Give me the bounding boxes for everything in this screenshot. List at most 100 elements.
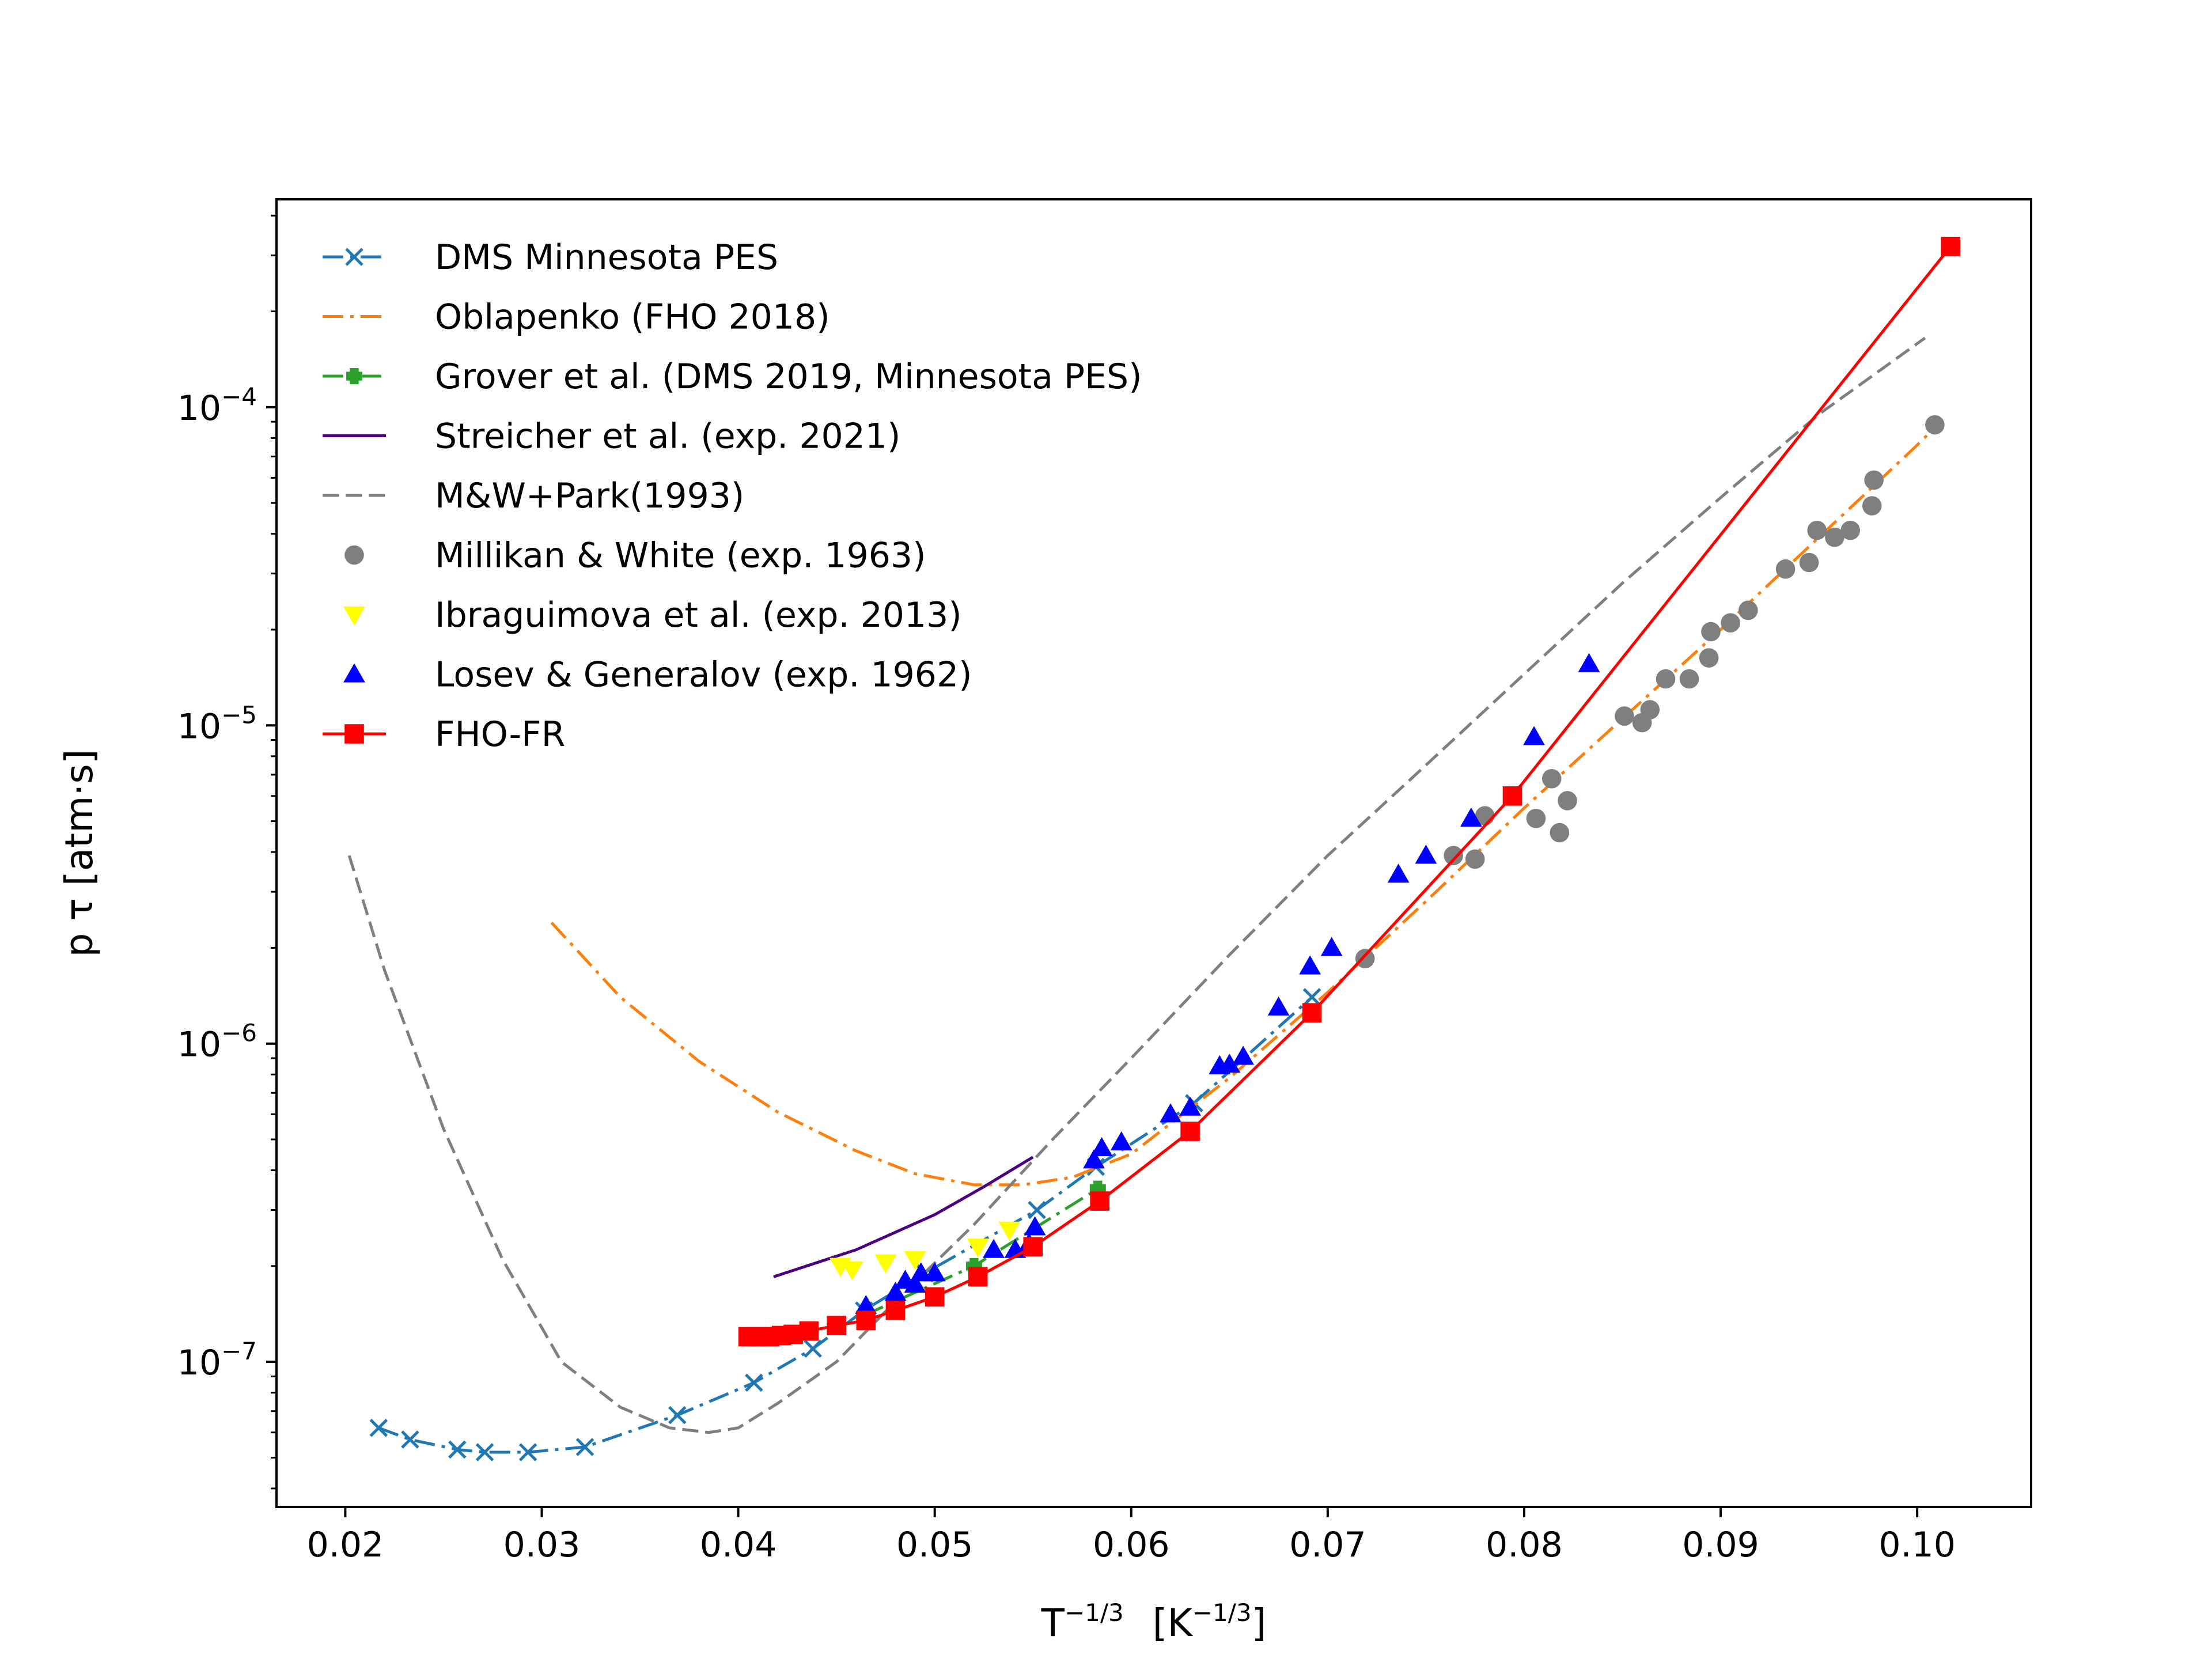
series-5-point-12 xyxy=(1679,669,1699,689)
x-tick-label-2: 0.04 xyxy=(700,1525,777,1565)
series-0-point-14-stroke-b xyxy=(1302,988,1321,1006)
series-0 xyxy=(369,988,1321,1461)
x-tick-label-1: 0.03 xyxy=(503,1525,581,1565)
plot-frame xyxy=(275,198,2032,1508)
legend-marker-0 xyxy=(345,248,363,266)
series-5-point-7 xyxy=(1558,791,1577,810)
series-1 xyxy=(550,421,1942,1187)
legend-label-5: Millikan & White (exp. 1963) xyxy=(435,536,926,576)
series-0-point-1-stroke-b xyxy=(401,1430,419,1449)
series-0-point-0 xyxy=(369,1419,388,1437)
legend-label-8: FHO-FR xyxy=(435,714,565,755)
series-7-point-13 xyxy=(1160,1103,1181,1123)
series-7-point-25 xyxy=(1578,653,1600,672)
series-7-point-0 xyxy=(855,1294,877,1315)
series-5-point-0 xyxy=(1355,949,1375,968)
legend-label-0: DMS Minnesota PES xyxy=(435,237,778,278)
y-tick-label-1: 10−6 xyxy=(177,1019,257,1065)
series-0-point-8-stroke-b xyxy=(804,1339,822,1358)
series-7-point-6 xyxy=(983,1238,1005,1258)
series-8-point-11 xyxy=(1023,1237,1043,1257)
series-5-point-13 xyxy=(1699,648,1719,668)
y-tick-label-base-3: 10 xyxy=(177,388,221,429)
series-5-point-1 xyxy=(1444,846,1463,865)
legend-marker-2 xyxy=(346,368,362,384)
x-tick-label-7: 0.09 xyxy=(1682,1525,1759,1565)
series-0-point-2-stroke-b xyxy=(448,1440,467,1459)
legend-label-3: Streicher et al. (exp. 2021) xyxy=(435,416,900,457)
series-7-point-11 xyxy=(1090,1137,1113,1157)
legend-label-4: M&W+Park(1993) xyxy=(435,476,744,516)
legend-label-6: Ibraguimova et al. (exp. 2013) xyxy=(435,595,962,635)
legend-item-8: FHO-FR xyxy=(323,714,565,755)
y-tick-label-0: 10−7 xyxy=(177,1337,257,1383)
y-tick-label-3: 10−4 xyxy=(177,382,257,429)
legend-item-4: M&W+Park(1993) xyxy=(323,476,744,516)
series-0-line xyxy=(378,996,1313,1454)
y-axis: 10−710−610−510−4 xyxy=(177,214,276,1490)
x-axis-title-unit-close: ] xyxy=(1252,1601,1267,1645)
series-8-point-14 xyxy=(1302,1003,1322,1022)
series-8-point-12 xyxy=(1090,1191,1109,1211)
series-7-point-9 xyxy=(1024,1216,1046,1236)
y-tick-label-exp-1: −6 xyxy=(221,1019,257,1047)
series-7-point-3 xyxy=(904,1273,926,1293)
series-5-point-11 xyxy=(1656,669,1676,689)
series-0-point-5 xyxy=(575,1438,594,1456)
plot-area xyxy=(347,236,1960,1461)
series-7-point-22 xyxy=(1415,844,1437,864)
series-0-point-0-stroke-b xyxy=(369,1419,388,1437)
series-8-point-6 xyxy=(827,1316,846,1335)
series-5-point-8 xyxy=(1615,706,1634,726)
series-7-point-10 xyxy=(1083,1149,1105,1169)
legend: DMS Minnesota PES Oblapenko (FHO 2018) Gro… xyxy=(323,237,1142,755)
legend-item-7: Losev & Generalov (exp. 1962) xyxy=(343,655,972,695)
series-6-point-3 xyxy=(904,1251,926,1271)
series-8-point-16 xyxy=(1941,236,1960,256)
series-8-point-10 xyxy=(968,1267,988,1287)
series-0-point-11 xyxy=(1028,1200,1046,1219)
series-0-point-2 xyxy=(448,1440,467,1459)
series-5-point-21 xyxy=(1840,520,1860,540)
x-axis-title: T−1/3 [K−1/3] xyxy=(1041,1599,1267,1645)
series-0-point-1 xyxy=(401,1430,419,1449)
series-5-point-19 xyxy=(1807,520,1827,540)
series-0-point-7 xyxy=(745,1373,763,1392)
series-5-point-10 xyxy=(1640,700,1660,719)
y-tick-label-base-1: 10 xyxy=(177,1025,221,1065)
series-7-point-5 xyxy=(923,1262,946,1282)
series-5-point-17 xyxy=(1775,559,1796,579)
series-0-point-3-stroke-b xyxy=(475,1443,494,1461)
x-axis: 0.02 0.03 0.04 0.05 0.06 0.07 0.08 0.09 0.10 xyxy=(307,1507,1956,1565)
series-5-point-23 xyxy=(1864,470,1884,490)
series-0-point-6-stroke-b xyxy=(668,1406,687,1425)
series-0-point-4 xyxy=(518,1443,537,1461)
x-axis-title-sup: −1/3 xyxy=(1065,1599,1124,1627)
series-7-point-23 xyxy=(1460,807,1482,827)
legend-marker-6 xyxy=(343,606,365,626)
legend-marker-0-stroke-b xyxy=(345,248,363,266)
x-axis-title-main: T xyxy=(1041,1601,1065,1645)
series-5-point-24 xyxy=(1925,415,1945,435)
x-tick-label-0: 0.02 xyxy=(307,1525,384,1565)
legend-label-1: Oblapenko (FHO 2018) xyxy=(435,297,830,338)
series-5-point-5 xyxy=(1541,769,1562,789)
series-7-point-12 xyxy=(1110,1131,1132,1151)
y-tick-label-exp-3: −4 xyxy=(221,382,257,411)
series-8-point-8 xyxy=(885,1301,906,1320)
x-tick-label-6: 0.08 xyxy=(1486,1525,1563,1565)
legend-label-2: Grover et al. (DMS 2019, Minnesota PES) xyxy=(435,357,1142,397)
series-0-point-3 xyxy=(475,1443,494,1461)
series-5-point-2 xyxy=(1465,849,1485,869)
series-7-point-14 xyxy=(1179,1096,1202,1116)
y-tick-label-base-0: 10 xyxy=(177,1343,221,1383)
legend-item-2: Grover et al. (DMS 2019, Minnesota PES) xyxy=(323,357,1142,397)
series-0-point-8 xyxy=(804,1339,822,1358)
series-1-line xyxy=(550,421,1942,1187)
series-7-point-1 xyxy=(884,1282,907,1301)
x-tick-label-8: 0.10 xyxy=(1878,1525,1956,1565)
series-5-point-14 xyxy=(1701,622,1721,642)
series-6-point-1 xyxy=(841,1261,863,1281)
y-tick-label-2: 10−5 xyxy=(177,700,257,747)
